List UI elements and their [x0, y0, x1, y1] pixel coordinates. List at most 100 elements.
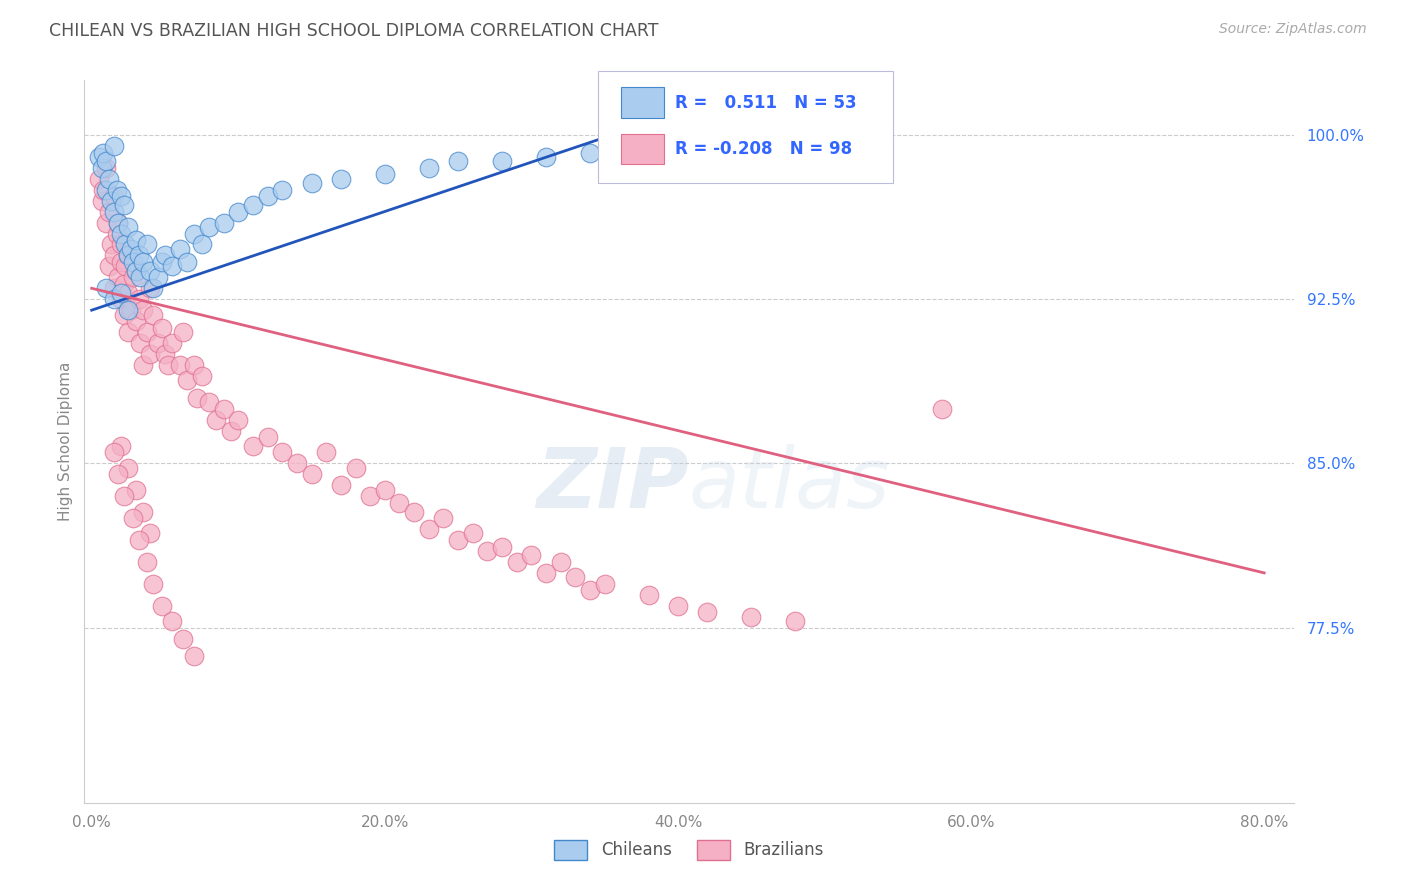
Point	[388, 496, 411, 510]
Point	[105, 227, 128, 241]
Point	[98, 204, 121, 219]
Point	[183, 227, 205, 241]
Point	[136, 555, 159, 569]
Point	[91, 194, 114, 208]
Point	[132, 505, 155, 519]
Point	[418, 161, 440, 175]
Point	[169, 242, 191, 256]
Point	[117, 219, 139, 234]
Point	[183, 649, 205, 664]
Point	[132, 303, 155, 318]
Point	[103, 139, 125, 153]
Point	[91, 161, 114, 175]
Point	[103, 248, 125, 262]
Point	[172, 632, 194, 646]
Point	[740, 609, 762, 624]
Point	[150, 320, 173, 334]
Point	[136, 325, 159, 339]
Point	[315, 445, 337, 459]
Point	[162, 260, 184, 274]
Point	[637, 588, 659, 602]
Point	[534, 150, 557, 164]
Point	[142, 308, 165, 322]
Point	[162, 336, 184, 351]
Point	[96, 281, 118, 295]
Point	[219, 424, 242, 438]
Point	[110, 292, 132, 306]
Point	[212, 216, 235, 230]
Text: R = -0.208   N = 98: R = -0.208 N = 98	[675, 140, 852, 158]
Point	[226, 204, 249, 219]
Point	[121, 270, 143, 285]
Point	[117, 248, 139, 262]
Point	[579, 583, 602, 598]
Point	[242, 198, 264, 212]
Text: ZIP: ZIP	[536, 444, 689, 525]
Point	[96, 154, 118, 169]
Point	[120, 303, 142, 318]
Point	[329, 478, 352, 492]
Point	[110, 237, 132, 252]
Point	[129, 336, 152, 351]
Point	[107, 216, 129, 230]
Point	[190, 368, 212, 383]
Y-axis label: High School Diploma: High School Diploma	[58, 362, 73, 521]
Point	[117, 460, 139, 475]
Point	[150, 255, 173, 269]
Point	[93, 183, 115, 197]
Point	[374, 168, 396, 182]
Point	[128, 292, 150, 306]
Point	[117, 248, 139, 262]
Point	[96, 183, 118, 197]
Point	[114, 260, 136, 274]
Point	[593, 577, 616, 591]
Point	[129, 270, 152, 285]
Point	[124, 483, 146, 497]
Point	[176, 255, 198, 269]
Point	[124, 314, 146, 328]
Point	[344, 460, 367, 475]
Point	[105, 183, 128, 197]
Point	[285, 457, 308, 471]
Point	[103, 292, 125, 306]
Point	[98, 171, 121, 186]
Point	[121, 255, 143, 269]
Point	[271, 445, 294, 459]
Point	[136, 237, 159, 252]
Point	[139, 281, 162, 295]
Point	[564, 570, 586, 584]
Point	[112, 277, 135, 291]
Point	[150, 599, 173, 613]
Point	[117, 285, 139, 300]
Point	[534, 566, 557, 580]
Point	[461, 526, 484, 541]
Point	[477, 544, 499, 558]
Point	[103, 445, 125, 459]
Point	[100, 237, 122, 252]
Point	[198, 219, 221, 234]
Point	[190, 237, 212, 252]
Text: Source: ZipAtlas.com: Source: ZipAtlas.com	[1219, 22, 1367, 37]
Point	[110, 255, 132, 269]
Point	[301, 467, 323, 482]
Point	[146, 270, 169, 285]
Point	[226, 412, 249, 426]
Point	[491, 540, 513, 554]
Point	[520, 549, 543, 563]
Point	[128, 533, 150, 547]
Point	[124, 264, 146, 278]
Point	[120, 242, 142, 256]
Point	[256, 189, 278, 203]
Point	[110, 227, 132, 241]
Point	[117, 325, 139, 339]
Text: atlas: atlas	[689, 444, 890, 525]
Point	[107, 216, 129, 230]
Point	[785, 614, 807, 628]
Point	[183, 358, 205, 372]
Point	[124, 264, 146, 278]
Point	[139, 526, 162, 541]
Point	[491, 154, 513, 169]
Point	[112, 308, 135, 322]
Point	[107, 270, 129, 285]
Point	[103, 281, 125, 295]
